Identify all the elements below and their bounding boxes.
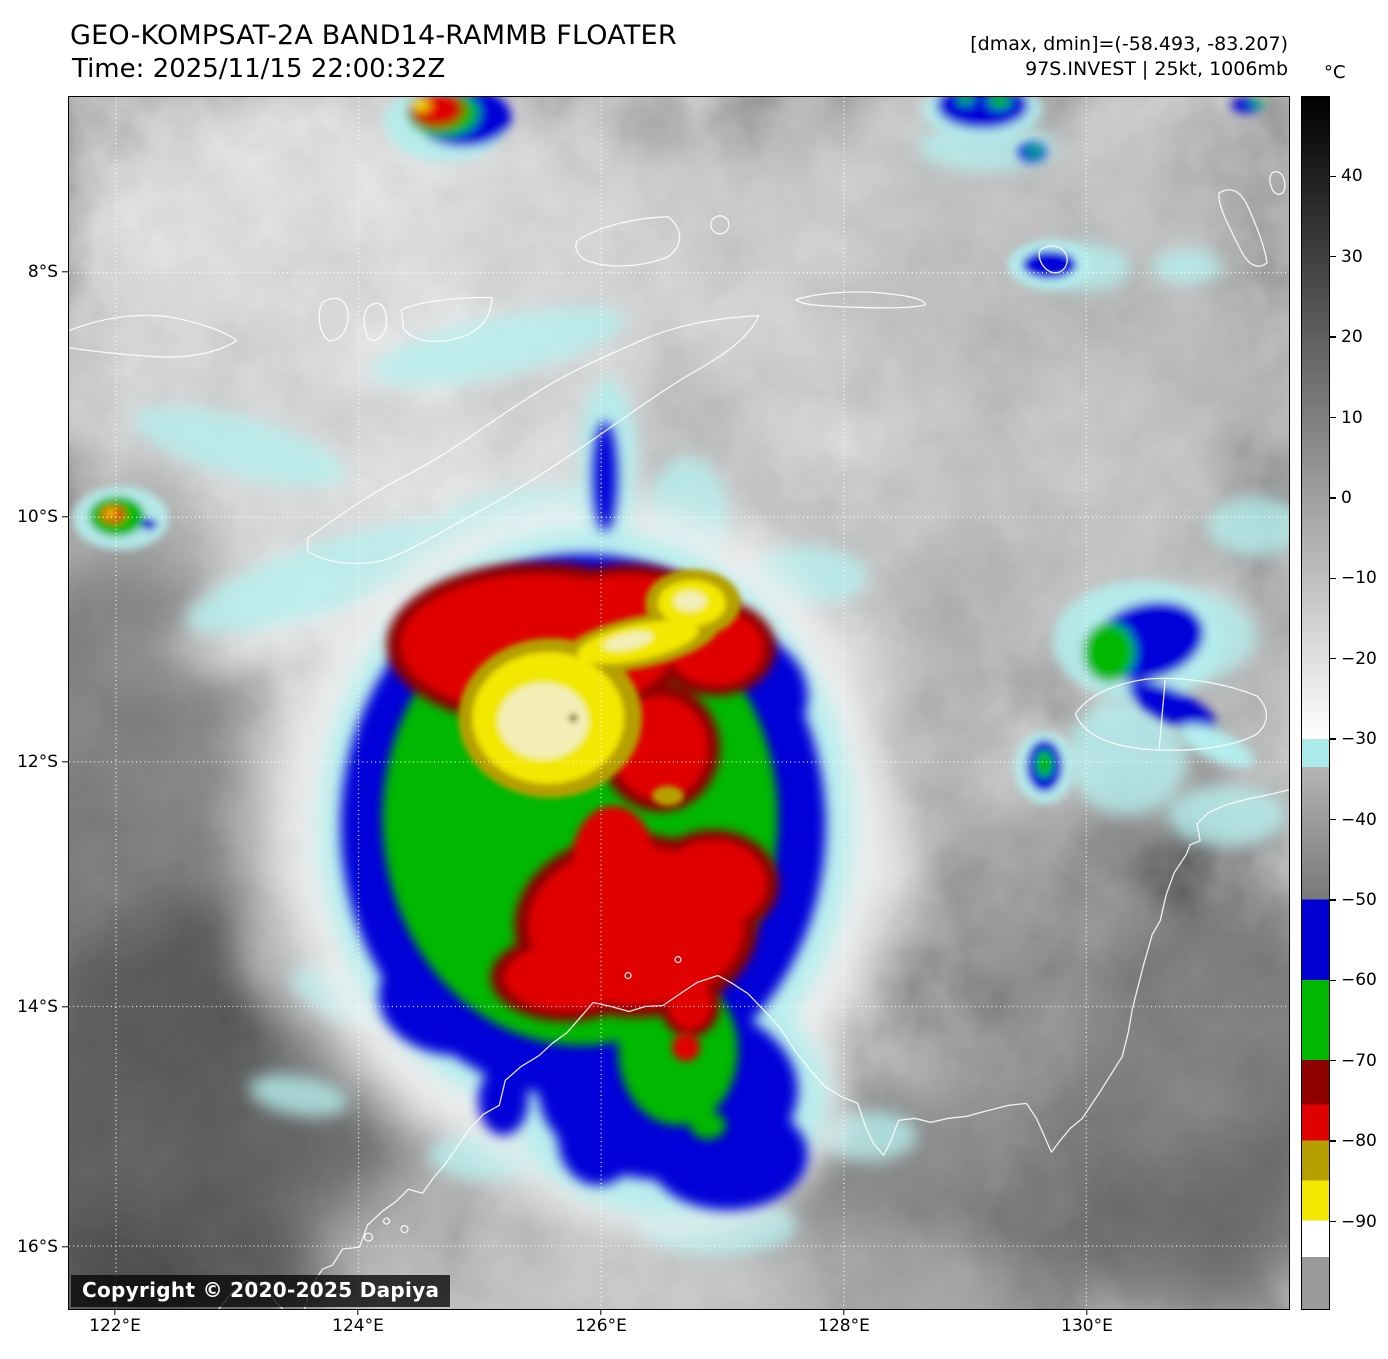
colorbar-unit-label: °C	[1324, 62, 1346, 83]
coast-flores	[69, 314, 238, 358]
cb-tick-m60: −60	[1341, 970, 1377, 991]
cb-tick-m10: −10	[1341, 568, 1377, 589]
storm-info-readout: 97S.INVEST | 25kt, 1006mb	[1025, 58, 1288, 81]
cb-tick-0: 0	[1341, 487, 1352, 508]
storm-system	[288, 396, 888, 1236]
cb-tick-m40: −40	[1341, 809, 1377, 830]
lon-label-128e: 128°E	[818, 1316, 870, 1336]
coast-lembata	[318, 297, 349, 342]
coast-islet-3	[400, 1224, 409, 1234]
cb-tick-m80: −80	[1341, 1131, 1377, 1152]
coast-tanimbar-2	[1269, 171, 1286, 195]
cb-tick-m70: −70	[1341, 1050, 1377, 1071]
lon-axis: 122°E 124°E 126°E 128°E 130°E	[68, 1316, 1290, 1340]
cb-tick-30: 30	[1341, 246, 1363, 267]
coast-pantar	[363, 302, 388, 341]
coast-babar	[1038, 245, 1068, 274]
small-convective-cells	[72, 97, 1265, 804]
satellite-image	[69, 97, 1289, 1309]
coast-islet-2	[382, 1217, 391, 1225]
cb-tick-40: 40	[1341, 166, 1363, 187]
header-right: [dmax, dmin]=(-58.493, -83.207) 97S.INVE…	[970, 32, 1288, 82]
coast-timor	[306, 314, 760, 565]
lat-label-14s: 14°S	[17, 997, 58, 1017]
lon-label-126e: 126°E	[575, 1316, 627, 1336]
grid-layer	[69, 97, 1289, 1309]
colorbar	[1301, 96, 1330, 1310]
lat-label-8s: 8°S	[27, 262, 58, 282]
coast-islet-1	[363, 1232, 374, 1242]
cb-tick-m50: −50	[1341, 889, 1377, 910]
coast-alor	[400, 296, 493, 342]
coast-tanimbar	[1218, 189, 1268, 267]
coast-wetar	[575, 216, 681, 267]
lat-axis: 8°S 10°S 12°S 14°S 16°S	[0, 96, 58, 1310]
lon-label-130e: 130°E	[1061, 1316, 1113, 1336]
coast-romang	[710, 215, 730, 235]
lat-label-10s: 10°S	[17, 507, 58, 527]
lon-tick-marks	[68, 1310, 1290, 1316]
lat-tick-marks	[62, 96, 68, 1310]
coast-leti-chain	[795, 291, 927, 309]
storm-yellow-cores	[458, 569, 741, 806]
copyright-badge: Copyright © 2020-2025 Dapiya	[71, 1275, 451, 1307]
image-timestamp: Time: 2025/11/15 22:00:32Z	[72, 54, 446, 84]
coast-islet-4	[624, 971, 632, 980]
coast-australia	[303, 789, 1289, 1309]
lon-label-124e: 124°E	[332, 1316, 384, 1336]
coast-tiwi-islands	[1074, 677, 1268, 751]
cb-tick-10: 10	[1341, 407, 1363, 428]
coast-tiwi-strait	[1158, 679, 1166, 749]
coast-islet-5	[674, 955, 682, 964]
lat-label-16s: 16°S	[17, 1237, 58, 1257]
temp-range-readout: [dmax, dmin]=(-58.493, -83.207)	[970, 33, 1288, 55]
colorbar-axis: 40 30 20 10 0 −10 −20 −30 −40 −50 −60 −7…	[1330, 96, 1388, 1310]
satellite-map-panel: Copyright © 2020-2025 Dapiya	[68, 96, 1290, 1310]
cb-tick-m90: −90	[1341, 1211, 1377, 1232]
lat-label-12s: 12°S	[17, 752, 58, 772]
cb-tick-20: 20	[1341, 327, 1363, 348]
lon-label-122e: 122°E	[89, 1316, 141, 1336]
colorbar-gradient	[1302, 97, 1329, 1309]
cb-tick-m20: −20	[1341, 648, 1377, 669]
cb-tick-m30: −30	[1341, 729, 1377, 750]
page-title: GEO-KOMPSAT-2A BAND14-RAMMB FLOATER	[70, 20, 677, 51]
